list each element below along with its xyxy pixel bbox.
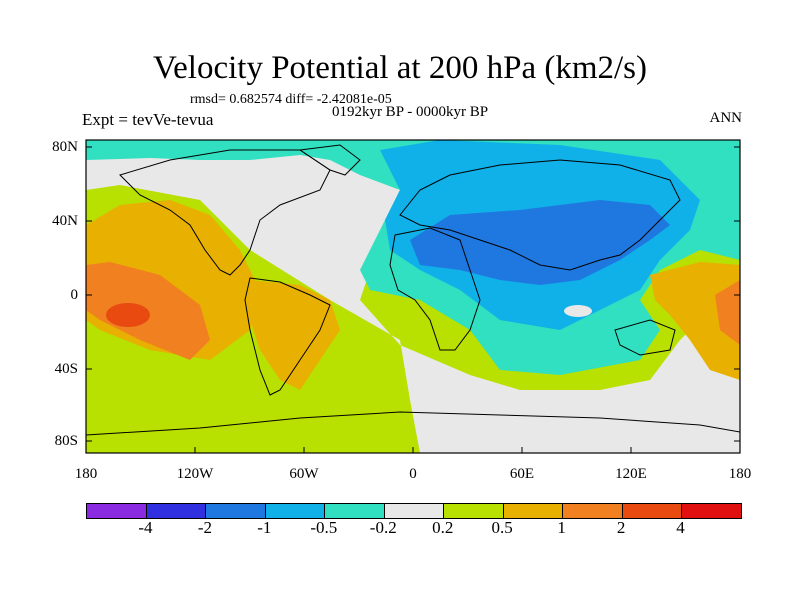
colorbar-swatch-2 — [206, 504, 266, 518]
season-label: ANN — [709, 110, 743, 126]
positive-red-core — [106, 303, 150, 327]
eastern-orange-region — [650, 262, 740, 380]
colorbar-swatch-1 — [146, 504, 207, 518]
lon-label-180e: 180 — [728, 466, 752, 482]
colorbar-label-4: -0.2 — [369, 518, 397, 537]
lon-label-120w: 120W — [176, 466, 214, 482]
colorbar-label-9: 4 — [676, 518, 685, 537]
lon-label-60w: 60W — [289, 466, 319, 482]
colorbar-label-2: -1 — [257, 518, 272, 537]
lat-label-80n: 80N — [52, 139, 78, 155]
colorbar-label-7: 1 — [557, 518, 566, 537]
colorbar-swatch-9 — [622, 504, 683, 518]
eastern-darkorange-region — [715, 280, 740, 345]
africa-coast — [389, 227, 481, 351]
lon-label-60e: 60E — [509, 466, 535, 482]
lon-label-0: 0 — [409, 466, 417, 482]
near-zero-blob — [564, 305, 592, 317]
lon-label-180w: 180 — [74, 466, 98, 482]
period-label: 0192kyr BP - 0000kyr BP — [331, 104, 489, 120]
colorbar-swatch-3 — [265, 504, 326, 518]
colorbar-swatch-5 — [384, 504, 445, 518]
coastlines — [86, 144, 740, 436]
colorbar-swatch-8 — [563, 504, 623, 518]
colorbar-label-3: -0.5 — [310, 518, 338, 537]
lat-label-40n: 40N — [52, 213, 78, 229]
colorbar-swatch-7 — [503, 504, 564, 518]
lat-label-80s: 80S — [54, 433, 78, 449]
axis-ticks — [85, 146, 741, 453]
experiment-label: Expt = tevVe-tevua — [82, 110, 214, 129]
antarctica-coast — [86, 411, 740, 436]
north-america-coast — [119, 149, 331, 276]
colorbar — [86, 503, 742, 519]
near-zero-region — [86, 140, 740, 453]
contour-field — [86, 140, 740, 453]
lat-label-0: 0 — [70, 287, 79, 303]
negative-blue-region — [410, 200, 670, 285]
colorbar-swatch-10 — [682, 504, 742, 518]
lon-label-120e: 120E — [615, 466, 647, 482]
colorbar-swatch-4 — [325, 504, 385, 518]
samerica-orange-region — [250, 280, 340, 390]
greenland-coast — [298, 144, 361, 176]
colorbar-label-0: -4 — [138, 518, 153, 537]
colorbar-label-8: 2 — [616, 518, 626, 537]
colorbar-label-5: 0.2 — [432, 518, 454, 537]
colorbar-label-6: 0.5 — [491, 518, 513, 537]
colorbar-swatch-0 — [87, 504, 147, 518]
australia-coast — [614, 319, 676, 356]
south-america-coast — [244, 277, 331, 396]
stats-label: rmsd= 0.682574 diff= -2.42081e-05 — [190, 92, 392, 107]
eurasia-coast — [399, 159, 681, 271]
colorbar-label-1: -2 — [197, 518, 212, 537]
colorbar-swatch-6 — [444, 504, 504, 518]
lat-label-40s: 40S — [54, 361, 78, 377]
map-title: Velocity Potential at 200 hPa (km2/s) — [152, 50, 648, 86]
